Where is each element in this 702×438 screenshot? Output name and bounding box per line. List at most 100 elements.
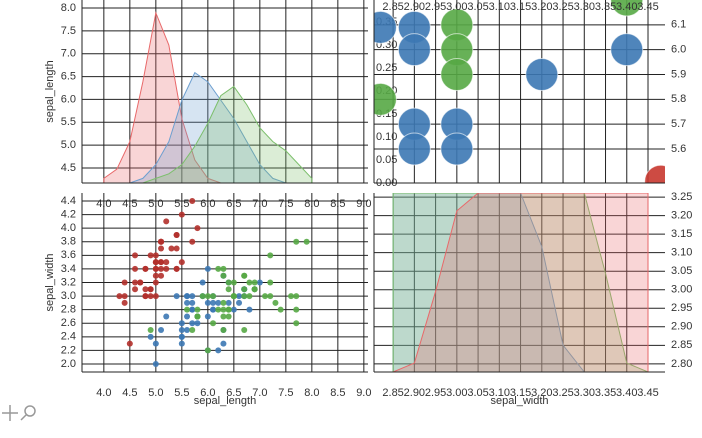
point <box>194 225 201 232</box>
x-tick-label: 3.30 <box>574 1 595 13</box>
panel <box>82 193 368 372</box>
point <box>173 231 180 238</box>
y-tick-label: 4.4 <box>61 195 76 207</box>
marks <box>103 11 313 183</box>
x-axis-label: sepal_length <box>194 395 256 407</box>
point <box>152 259 159 266</box>
point <box>147 333 154 340</box>
point <box>189 238 196 245</box>
point <box>204 347 211 354</box>
point <box>225 299 232 306</box>
y-tick-label: 3.6 <box>61 249 76 261</box>
point <box>215 265 222 272</box>
x-tick-label: 8.5 <box>330 387 345 399</box>
point <box>374 82 397 116</box>
x-tick-label: 2.95 <box>425 1 446 13</box>
y-tick-label: 6.0 <box>671 44 686 56</box>
y-tick-label: 3.10 <box>671 247 692 259</box>
point <box>152 340 159 347</box>
point <box>184 327 191 334</box>
x-tick-label: 3.20 <box>531 387 552 399</box>
density-area <box>103 85 313 183</box>
density-area <box>392 193 649 372</box>
x-tick-label: 3.05 <box>467 1 488 13</box>
y-axis-label: sepal_width <box>44 253 56 311</box>
point <box>152 293 159 300</box>
point <box>236 299 243 306</box>
point <box>152 265 159 272</box>
point <box>215 299 222 306</box>
y-tick-label: 5.5 <box>61 116 76 128</box>
point <box>241 293 248 300</box>
panel <box>82 0 368 183</box>
x-tick-label: 2.95 <box>425 387 446 399</box>
point <box>293 238 300 245</box>
x-tick-label: 3.00 <box>446 1 467 13</box>
x-tick-label: 6.5 <box>226 387 241 399</box>
density-area <box>103 11 312 183</box>
y-tick-label: 7.5 <box>61 25 76 37</box>
point <box>121 293 128 300</box>
point <box>158 245 165 252</box>
point <box>121 279 128 286</box>
x-tick-label: 5.5 <box>174 387 189 399</box>
point <box>147 293 154 300</box>
x-tick-label: 3.35 <box>595 387 616 399</box>
point <box>225 279 232 286</box>
x-tick-label: 3.25 <box>552 387 573 399</box>
x-tick-label: 3.15 <box>510 1 531 13</box>
point <box>189 306 196 313</box>
x-tick-label: 3.40 <box>616 1 637 13</box>
point <box>194 320 201 327</box>
x-tick-label: 6.0 <box>200 387 215 399</box>
point <box>194 306 201 313</box>
x-tick-label: 3.45 <box>637 387 658 399</box>
y-tick-label: 4.0 <box>61 222 76 234</box>
x-tick-label: 3.00 <box>446 387 467 399</box>
point <box>189 327 196 334</box>
toolbar[interactable] <box>2 405 36 421</box>
point <box>267 279 274 286</box>
point <box>267 293 274 300</box>
x-tick-label: 2.85 <box>382 1 403 13</box>
point <box>132 265 139 272</box>
point <box>303 238 310 245</box>
y-axis-label: sepal_length <box>44 60 56 122</box>
point <box>152 279 159 286</box>
point <box>163 265 170 272</box>
x-tick-label: 3.10 <box>489 1 510 13</box>
point <box>277 306 284 313</box>
point <box>225 286 232 293</box>
point <box>178 320 185 327</box>
marks <box>374 0 665 183</box>
y-tick-label: 3.20 <box>671 210 692 222</box>
x-tick-label: 8.0 <box>304 387 319 399</box>
pan-tool[interactable] <box>2 405 18 421</box>
point <box>220 340 227 347</box>
zoom-tool[interactable] <box>24 405 36 417</box>
point <box>204 293 211 300</box>
point <box>142 293 149 300</box>
density-area <box>103 71 312 183</box>
point <box>256 279 263 286</box>
point <box>230 306 237 313</box>
x-tick-label: 4.0 <box>96 387 111 399</box>
point <box>610 0 644 17</box>
point <box>236 293 243 300</box>
point <box>440 132 474 166</box>
point <box>152 252 159 259</box>
x-tick-label: 5.0 <box>148 387 163 399</box>
point <box>152 272 159 279</box>
point <box>178 259 185 266</box>
y-tick-label: 4.2 <box>61 209 76 221</box>
point <box>158 327 165 334</box>
y-tick-label: 4.5 <box>61 162 76 174</box>
point <box>220 327 227 334</box>
x-tick-label: 2.85 <box>382 387 403 399</box>
point <box>204 299 211 306</box>
x-tick-label: 9.0 <box>356 387 371 399</box>
point <box>163 218 170 225</box>
point <box>142 265 149 272</box>
point <box>158 272 165 279</box>
point <box>246 293 253 300</box>
